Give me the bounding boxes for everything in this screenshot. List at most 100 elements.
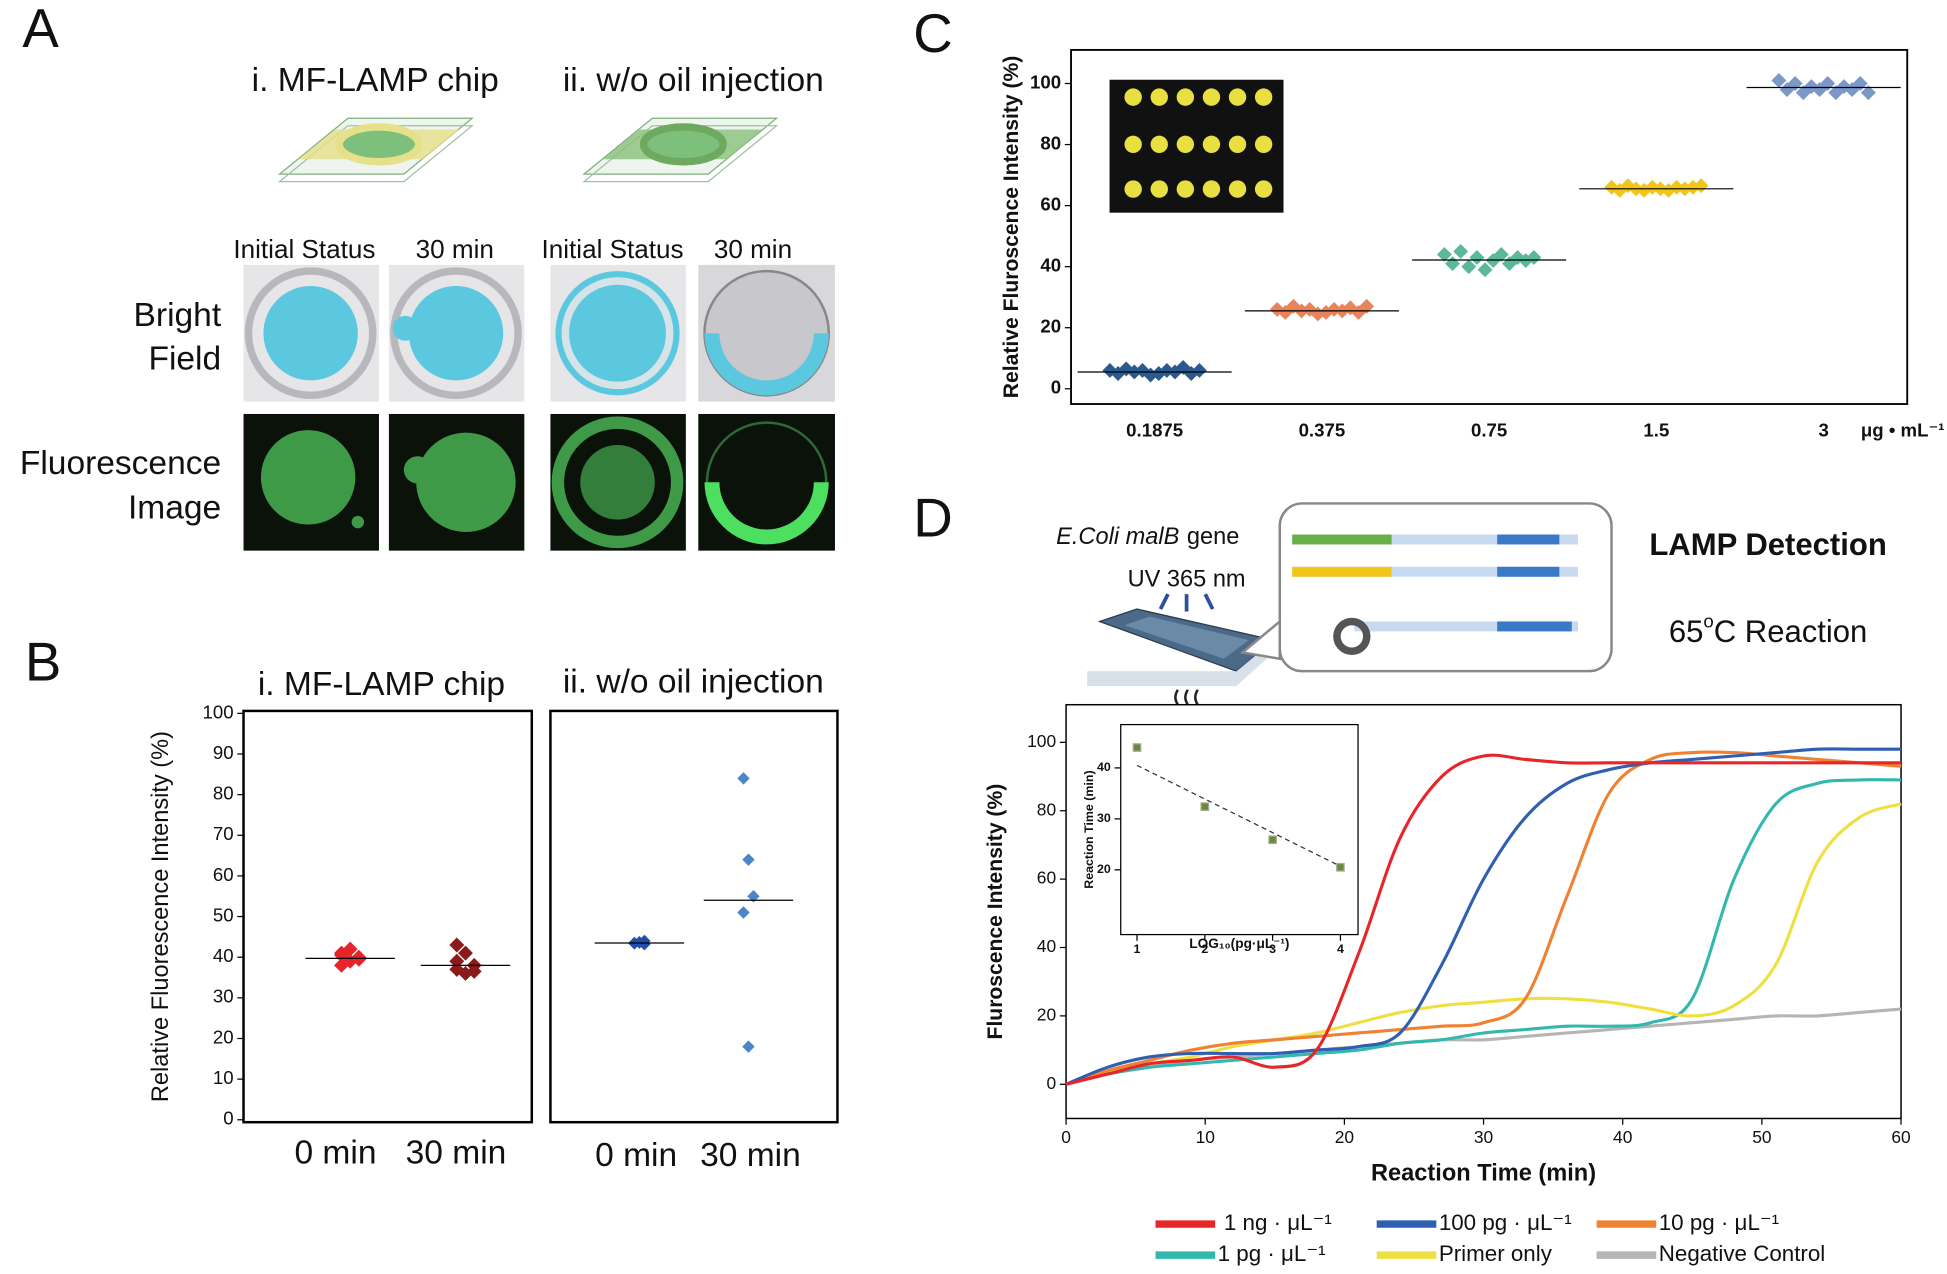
data-point xyxy=(1526,250,1542,265)
plot-frame xyxy=(549,709,839,1124)
data-point xyxy=(1191,362,1207,378)
y-tick-label: 40 xyxy=(1097,760,1111,774)
y-axis-label: Relative Fluorescence Intensity (%) xyxy=(148,731,174,1102)
y-tick-label: 80 xyxy=(1040,132,1061,153)
y-tick-label: 30 xyxy=(1097,811,1111,825)
y-tick-label: 40 xyxy=(213,945,234,966)
y-tick-label: 20 xyxy=(213,1026,234,1047)
photo-dot xyxy=(1150,180,1168,198)
panel-letter: C xyxy=(913,3,952,64)
data-point xyxy=(1469,250,1485,265)
data-point xyxy=(1277,304,1293,320)
photo-dot xyxy=(1228,135,1247,154)
y-tick-label: 0 xyxy=(223,1108,233,1129)
x-tick-label: 2 xyxy=(1201,942,1208,956)
x-category-label: 0.375 xyxy=(1299,419,1346,440)
x-tick-label: 50 xyxy=(1752,1127,1771,1147)
data-point xyxy=(1860,85,1876,101)
data-point xyxy=(1453,243,1469,259)
temp-number: 65 xyxy=(1669,614,1704,649)
data-point xyxy=(1461,259,1477,275)
x-category-label: 3 xyxy=(1818,419,1828,440)
data-point xyxy=(458,945,473,961)
photo-dot xyxy=(1150,88,1168,106)
data-point xyxy=(1268,835,1277,845)
y-tick-label: 20 xyxy=(1097,862,1111,876)
x-category-label: 0.75 xyxy=(1471,419,1507,440)
y-tick-label: 60 xyxy=(213,864,234,885)
data-point xyxy=(742,853,755,866)
photo-dot xyxy=(1228,180,1247,198)
x-tick-label: 1 xyxy=(1134,942,1141,956)
y-tick-label: 30 xyxy=(213,986,234,1007)
y-tick-label: 90 xyxy=(213,742,234,763)
chip-drawing xyxy=(277,117,779,183)
y-tick-label: 100 xyxy=(203,701,234,722)
bright-field-images xyxy=(243,264,835,402)
y-tick-label: 60 xyxy=(1040,194,1061,215)
column-label: 30 min xyxy=(416,234,494,264)
panel-letter: D xyxy=(913,488,952,549)
chart-title: i. MF-LAMP chip xyxy=(258,666,505,703)
column-label: 30 min xyxy=(714,234,792,264)
panel-letter: A xyxy=(22,0,59,59)
legend-label: Primer only xyxy=(1439,1241,1553,1266)
gene-label: E.Coli malB gene xyxy=(1056,524,1239,550)
data-point xyxy=(1693,178,1709,194)
series-line xyxy=(1065,753,1902,1086)
x-tick-label: 4 xyxy=(1337,942,1344,956)
y-axis-label: Fluroscence Intensity (%) xyxy=(984,784,1007,1040)
diagram-title: LAMP Detection xyxy=(1649,527,1886,562)
y-tick-label: 100 xyxy=(1030,71,1061,92)
y-axis-label: Reaction Time (min) xyxy=(1082,770,1096,888)
y-tick-label: 10 xyxy=(213,1067,234,1088)
y-tick-label: 80 xyxy=(1037,799,1056,819)
photo-dot xyxy=(1176,88,1195,106)
photo-dot xyxy=(1254,88,1273,106)
column-label: Initial Status xyxy=(542,234,684,264)
y-tick-label: 0 xyxy=(1051,377,1061,398)
plot-frame xyxy=(242,709,534,1124)
column-label: Initial Status xyxy=(233,234,375,264)
y-tick-label: 40 xyxy=(1037,936,1056,956)
plot-frame xyxy=(1120,723,1359,936)
series-line xyxy=(1065,747,1902,1086)
uv-label: UV 365 nm xyxy=(1128,567,1246,593)
photo-dot xyxy=(1124,180,1142,198)
data-point xyxy=(1102,362,1118,378)
series-line xyxy=(1065,1007,1902,1086)
x-category-label: 30 min xyxy=(406,1134,507,1171)
x-axis-label: Reaction Time (min) xyxy=(1371,1161,1596,1187)
y-tick-label: 50 xyxy=(213,904,234,925)
photo-dot xyxy=(1254,135,1273,154)
photo-dot xyxy=(1202,88,1221,106)
row-label: Field xyxy=(148,340,221,377)
data-point xyxy=(638,937,651,951)
data-point xyxy=(737,772,750,785)
data-point xyxy=(1436,246,1452,262)
data-point xyxy=(1493,246,1509,262)
data-point xyxy=(742,1040,755,1053)
data-point xyxy=(1510,250,1526,265)
temp-degree: o xyxy=(1703,611,1713,632)
gene-word: gene xyxy=(1187,524,1240,550)
y-tick-label: 70 xyxy=(213,823,234,844)
data-point xyxy=(1351,304,1366,320)
photo-dot xyxy=(1150,135,1168,154)
x-tick-label: 10 xyxy=(1196,1127,1215,1147)
photo-dot xyxy=(1254,180,1273,198)
x-tick-label: 0 xyxy=(1061,1127,1071,1147)
x-category-label: 0 min xyxy=(595,1137,677,1174)
y-tick-label: 20 xyxy=(1040,316,1061,337)
photo-dot xyxy=(1228,88,1247,106)
x-axis-label: LOG₁₀(pg·μL⁻¹) xyxy=(1189,936,1289,951)
row-label: Bright xyxy=(134,297,222,334)
reaction-label: 65oC Reaction xyxy=(1669,611,1868,649)
x-tick-label: 40 xyxy=(1613,1127,1632,1147)
x-tick-label: 60 xyxy=(1891,1127,1910,1147)
data-point xyxy=(1359,298,1375,314)
x-category-label: 1.5 xyxy=(1643,419,1669,440)
chart-title: ii. w/o oil injection xyxy=(563,663,824,700)
series-line xyxy=(1065,778,1902,1086)
